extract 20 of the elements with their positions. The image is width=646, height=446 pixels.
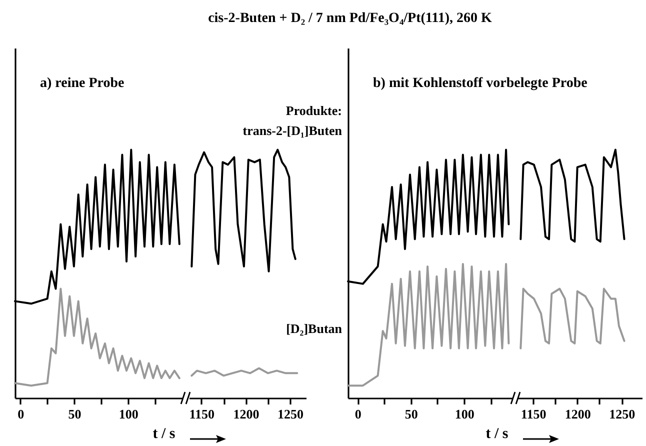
x-tick-label: 100	[454, 406, 474, 422]
x-tick-label: 1200	[233, 406, 260, 422]
chart-title: b) mit Kohlenstoff vorbelegte Probe	[373, 76, 588, 91]
x-axis-title: t / s	[152, 426, 176, 442]
text: [D₂]Butan	[286, 321, 342, 336]
legend-title: Produkte:	[286, 103, 342, 118]
x-tick-label: 0	[18, 406, 24, 422]
x-tick-label: 1250	[609, 406, 636, 422]
x-axis-title: t / s	[486, 426, 508, 442]
x-tick-label: 0	[354, 406, 362, 422]
x-tick-label: 100	[118, 406, 138, 422]
x-tick-label: 50	[404, 406, 418, 422]
chart-title: a) reine Probe	[40, 76, 124, 91]
text: cis-2-Buten + D₂ / 7 nm Pd/Fe₃O₄/Pt(111), 260 K	[208, 11, 492, 26]
x-tick-label: 1250	[278, 406, 304, 422]
x-tick-label: 50	[68, 406, 82, 422]
x-tick-label: 1150	[520, 406, 546, 422]
x-tick-label: 1150	[189, 406, 215, 422]
x-tick-label: 1200	[564, 406, 591, 422]
series-label: trans-2-[D₁]Buten	[242, 123, 342, 138]
